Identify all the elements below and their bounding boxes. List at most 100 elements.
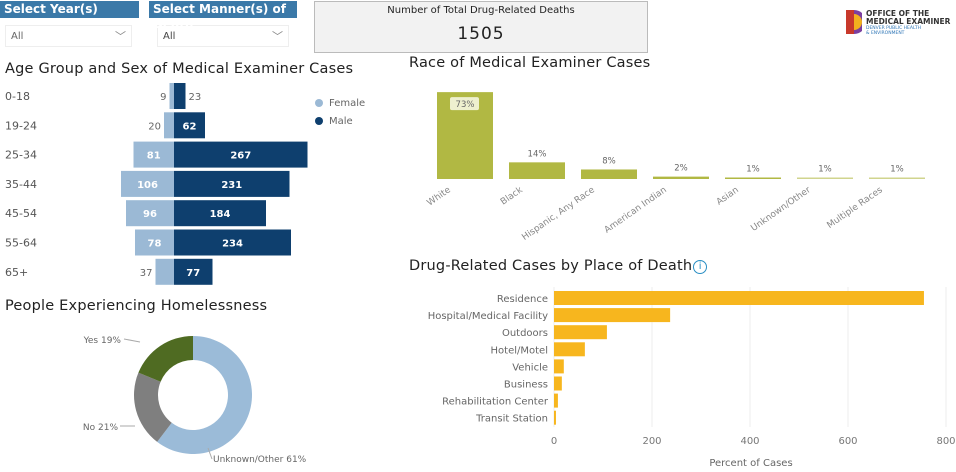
- year-dropdown[interactable]: All ﹀: [5, 25, 132, 47]
- female-value: 81: [147, 151, 161, 162]
- year-slicer: Select Year(s) All ﹀: [0, 1, 139, 47]
- donut-label: No 21%: [83, 423, 119, 433]
- donut-slice: [138, 336, 193, 382]
- legend-marker: [315, 99, 323, 107]
- logo-text: MEDICAL EXAMINER: [866, 17, 951, 26]
- race-bar: [797, 177, 853, 179]
- x-tick: 400: [740, 436, 759, 447]
- male-value: 231: [221, 180, 242, 191]
- manner-dropdown[interactable]: All ﹀: [157, 25, 289, 47]
- place-bar: [554, 359, 564, 374]
- age-sex-title: Age Group and Sex of Medical Examiner Ca…: [5, 61, 354, 77]
- male-bar: [174, 258, 213, 285]
- male-bar: [174, 170, 290, 197]
- race-bar: [725, 177, 781, 179]
- race-category: Hispanic, Any Race: [520, 185, 597, 243]
- place-category: Outdoors: [502, 328, 548, 339]
- male-value: 62: [183, 121, 197, 132]
- race-chart: 73% White 14% Black 8% Hispanic, Any Race 2% Am…: [426, 92, 925, 243]
- manner-slicer-label: Select Manner(s) of Death: [149, 1, 297, 31]
- place-category: Transit Station: [475, 414, 548, 425]
- homeless-title: People Experiencing Homelessness: [5, 298, 268, 314]
- place-chart: 0 200 400 600 800 Residence Hospital/Medical F…: [428, 287, 956, 469]
- female-bar: [155, 258, 174, 285]
- male-bar: [174, 83, 186, 109]
- race-category: Unknown/Other: [749, 185, 813, 234]
- place-bar: [554, 410, 556, 425]
- x-tick: 600: [838, 436, 857, 447]
- place-category: Hotel/Motel: [491, 345, 548, 356]
- race-category: Multiple Races: [825, 185, 885, 231]
- race-title: Race of Medical Examiner Cases: [409, 55, 651, 71]
- chevron-down-icon: ﹀: [115, 30, 126, 43]
- leader-line: [207, 447, 213, 460]
- leader-line: [123, 338, 141, 343]
- place-title: Drug-Related Cases by Place of Death i: [409, 258, 708, 274]
- donut-slice: [157, 336, 252, 454]
- x-tick: 200: [642, 436, 661, 447]
- donut-label: Yes 19%: [83, 336, 122, 346]
- male-value: 184: [210, 209, 231, 220]
- info-icon[interactable]: i: [693, 260, 708, 274]
- age-label: 45-54: [5, 207, 37, 220]
- race-bar: [653, 176, 709, 179]
- x-axis-label: Percent of Cases: [709, 458, 792, 469]
- age-label: 19-24: [5, 119, 37, 132]
- x-tick: 0: [551, 436, 557, 447]
- x-tick: 800: [936, 436, 955, 447]
- race-value: 2%: [674, 164, 688, 174]
- chevron-down-icon: ﹀: [272, 30, 283, 43]
- age-label: 55-64: [5, 237, 37, 250]
- female-value: 20: [148, 121, 161, 132]
- place-bar: [554, 291, 924, 305]
- female-bar: [126, 200, 174, 227]
- race-value: 1%: [746, 165, 760, 175]
- place-category: Business: [504, 380, 548, 391]
- donut-label: Unknown/Other 61%: [213, 455, 307, 465]
- race-value: 1%: [890, 165, 904, 175]
- legend-female: Female: [329, 98, 365, 109]
- legend-male: Male: [329, 116, 353, 127]
- age-label: 25-34: [5, 149, 37, 162]
- male-bar: [174, 229, 291, 256]
- place-bar: [554, 325, 607, 340]
- race-category: White: [426, 185, 454, 208]
- logo-text: DENVER PUBLIC HEALTH: [866, 26, 921, 31]
- logo-text: & ENVIRONMENT: [866, 31, 905, 36]
- race-value: 1%: [818, 165, 832, 175]
- race-value: 73%: [456, 100, 475, 110]
- place-category: Residence: [497, 294, 548, 305]
- homeless-chart: Unknown/Other 61% No 21% Yes 19%: [83, 336, 307, 465]
- place-category: Rehabilitation Center: [442, 397, 549, 408]
- female-bar: [135, 229, 174, 256]
- donut-slice: [134, 372, 172, 442]
- female-value: 37: [140, 268, 153, 279]
- year-slicer-label: Select Year(s): [0, 1, 139, 18]
- male-value: 23: [189, 92, 202, 103]
- female-bar: [133, 141, 174, 168]
- logo-mark-icon: [846, 10, 862, 34]
- female-bar: [164, 112, 174, 139]
- male-bar: [174, 112, 205, 139]
- female-bar: [169, 83, 174, 109]
- male-value: 234: [222, 239, 243, 250]
- age-label: 35-44: [5, 178, 37, 191]
- race-value: 14%: [528, 149, 547, 159]
- female-value: 78: [148, 239, 162, 250]
- female-bar: [121, 170, 174, 197]
- age-label: 65+: [5, 266, 28, 279]
- race-category: Black: [499, 185, 525, 208]
- female-value: 9: [160, 92, 166, 103]
- race-value: 8%: [602, 156, 616, 166]
- race-category: American Indian: [603, 185, 669, 235]
- race-bar: [509, 162, 565, 179]
- place-bar: [554, 376, 562, 391]
- place-category: Vehicle: [512, 362, 548, 373]
- place-title-text: Drug-Related Cases by Place of Death: [409, 258, 693, 274]
- place-bar: [554, 308, 671, 323]
- male-bar: [174, 141, 308, 168]
- kpi-value: 1505: [457, 24, 505, 44]
- male-bar: [174, 200, 266, 227]
- male-value: 267: [230, 151, 251, 162]
- kpi-label: Number of Total Drug-Related Deaths: [387, 5, 575, 16]
